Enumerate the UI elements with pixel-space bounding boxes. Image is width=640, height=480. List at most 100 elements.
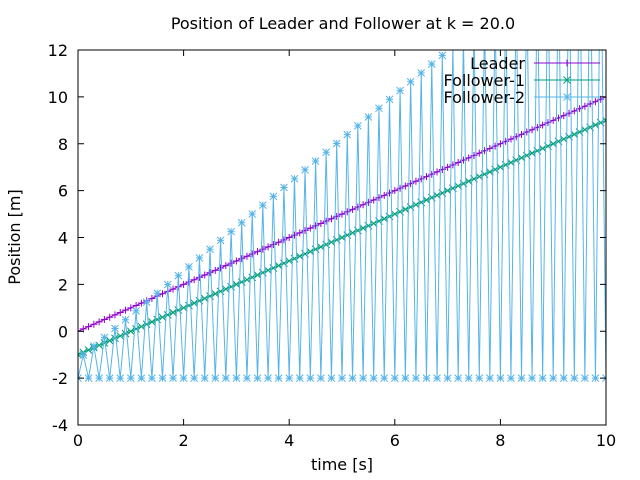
point-follower-2 bbox=[216, 236, 225, 245]
point-follower-2 bbox=[359, 374, 367, 382]
point-follower-2 bbox=[232, 374, 241, 382]
x-tick-label: 8 bbox=[495, 431, 505, 450]
point-leader bbox=[475, 149, 483, 157]
point-follower-2 bbox=[211, 374, 220, 382]
series-layer bbox=[78, 34, 606, 382]
point-leader bbox=[465, 154, 473, 162]
point-leader bbox=[116, 309, 124, 316]
point-leader bbox=[322, 217, 330, 225]
point-follower-2 bbox=[460, 34, 467, 41]
point-follower-1 bbox=[200, 294, 209, 303]
y-tick-label: 12 bbox=[48, 41, 68, 60]
point-follower-2 bbox=[274, 374, 283, 382]
point-follower-2 bbox=[475, 374, 484, 382]
point-follower-2 bbox=[79, 351, 88, 359]
point-follower-1 bbox=[142, 320, 151, 329]
point-follower-2 bbox=[343, 130, 352, 139]
y-tick-label: 10 bbox=[48, 88, 68, 107]
point-follower-1 bbox=[485, 168, 494, 176]
x-tick-label: 4 bbox=[284, 431, 294, 450]
point-leader bbox=[496, 140, 504, 148]
point-leader bbox=[201, 271, 209, 279]
point-follower-1 bbox=[401, 205, 410, 214]
point-follower-1 bbox=[285, 257, 294, 265]
point-leader bbox=[217, 264, 225, 272]
point-leader bbox=[232, 257, 240, 265]
point-follower-2 bbox=[280, 183, 288, 192]
point-follower-2 bbox=[417, 69, 426, 77]
point-leader bbox=[380, 191, 388, 199]
series-line-follower-2 bbox=[78, 50, 606, 379]
point-follower-2 bbox=[158, 374, 167, 382]
legend-marker-follower-2 bbox=[563, 93, 571, 101]
point-follower-2 bbox=[148, 374, 156, 382]
point-follower-2 bbox=[427, 60, 436, 69]
y-tick-label: 0 bbox=[58, 322, 68, 341]
point-follower-2 bbox=[353, 121, 362, 130]
point-follower-2 bbox=[264, 374, 272, 382]
y-tick-label: -4 bbox=[52, 416, 68, 435]
point-follower-2 bbox=[89, 342, 98, 351]
point-follower-2 bbox=[163, 280, 172, 289]
point-leader bbox=[148, 294, 156, 302]
point-leader bbox=[364, 198, 372, 206]
point-follower-1 bbox=[264, 266, 272, 275]
point-follower-2 bbox=[111, 324, 119, 333]
point-leader bbox=[100, 316, 108, 324]
y-tick-label: 2 bbox=[58, 275, 68, 294]
point-leader bbox=[539, 121, 547, 129]
point-follower-2 bbox=[306, 374, 315, 382]
point-leader bbox=[370, 196, 378, 204]
point-leader bbox=[243, 252, 251, 260]
point-follower-2 bbox=[221, 374, 230, 382]
point-leader bbox=[296, 229, 304, 237]
point-follower-1 bbox=[232, 280, 241, 289]
point-follower-2 bbox=[237, 218, 246, 227]
point-leader bbox=[180, 280, 188, 288]
point-follower-1 bbox=[253, 271, 262, 279]
point-follower-1 bbox=[412, 200, 420, 209]
point-leader bbox=[560, 112, 568, 120]
point-follower-2 bbox=[317, 374, 325, 382]
point-leader bbox=[85, 323, 93, 331]
point-leader bbox=[111, 311, 119, 319]
point-leader bbox=[206, 269, 214, 277]
point-leader bbox=[375, 194, 383, 202]
point-follower-2 bbox=[169, 374, 177, 382]
point-follower-1 bbox=[390, 210, 399, 218]
point-leader bbox=[422, 173, 430, 181]
point-follower-1 bbox=[327, 238, 336, 247]
point-leader bbox=[417, 175, 425, 183]
y-tick-label: 8 bbox=[58, 135, 68, 154]
legend-label-follower-1: Follower-1 bbox=[443, 71, 525, 90]
y-tick-label: 4 bbox=[58, 229, 68, 248]
point-follower-2 bbox=[591, 374, 600, 382]
point-leader bbox=[185, 278, 193, 286]
point-follower-1 bbox=[380, 214, 389, 223]
point-follower-1 bbox=[549, 139, 558, 148]
point-leader bbox=[269, 241, 277, 249]
point-follower-2 bbox=[348, 374, 357, 382]
point-follower-1 bbox=[169, 308, 177, 317]
point-leader bbox=[444, 163, 452, 171]
point-follower-2 bbox=[517, 374, 526, 382]
y-tick-label: -2 bbox=[52, 369, 68, 388]
legend-entry-leader: Leader bbox=[470, 54, 600, 73]
x-axis-label: time [s] bbox=[311, 455, 373, 474]
point-follower-1 bbox=[496, 163, 505, 172]
point-follower-2 bbox=[206, 245, 214, 254]
point-follower-2 bbox=[301, 166, 309, 174]
point-follower-1 bbox=[116, 332, 125, 340]
y-axis-label: Position [m] bbox=[5, 189, 24, 284]
point-leader bbox=[343, 208, 351, 216]
point-leader bbox=[549, 116, 557, 124]
point-leader bbox=[227, 259, 235, 267]
point-follower-2 bbox=[258, 201, 267, 210]
point-follower-2 bbox=[570, 374, 579, 382]
point-follower-1 bbox=[464, 177, 473, 186]
point-leader bbox=[290, 231, 298, 239]
point-follower-1 bbox=[454, 182, 463, 190]
point-follower-2 bbox=[195, 254, 204, 262]
point-follower-2 bbox=[332, 139, 341, 148]
point-follower-1 bbox=[369, 219, 378, 228]
